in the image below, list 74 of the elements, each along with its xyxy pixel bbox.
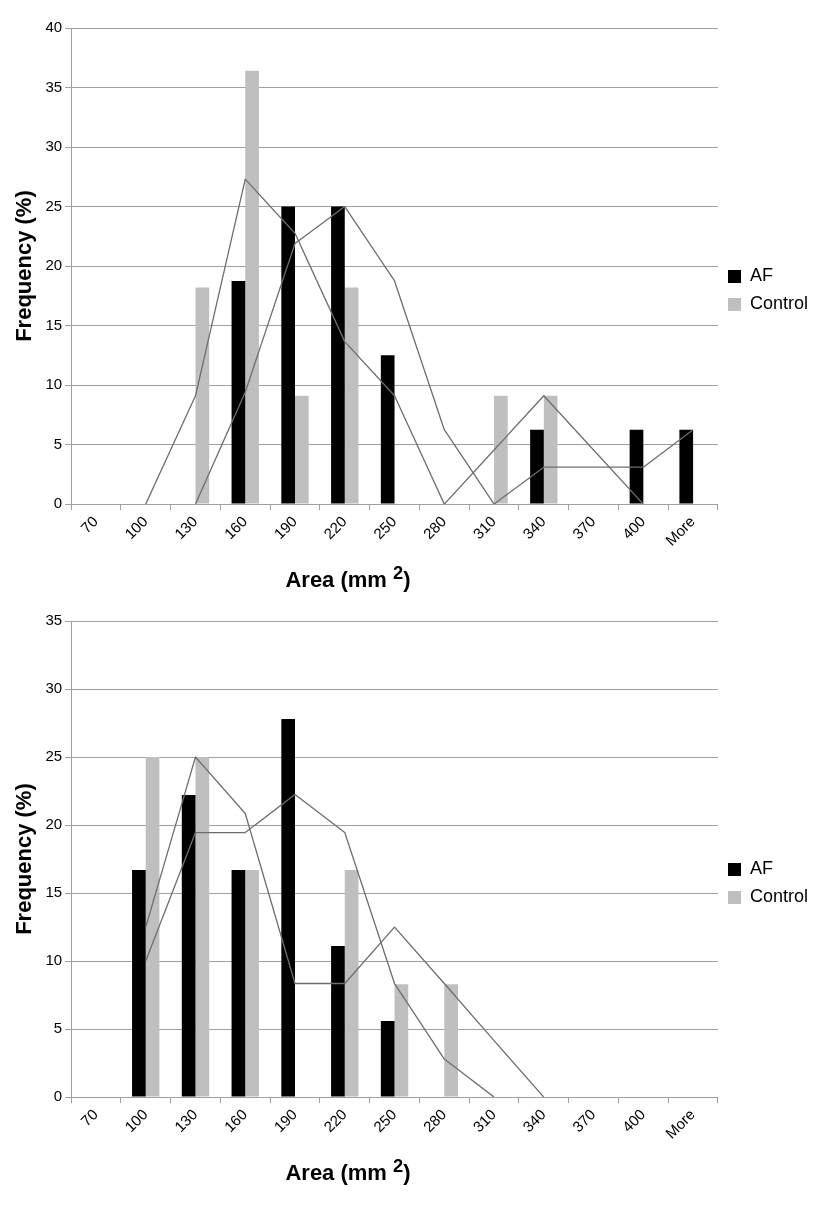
bar [380, 1020, 395, 1097]
bar [331, 206, 345, 504]
x-axis-title: Area (mm $^{2}$) [284, 1154, 412, 1188]
bar [195, 287, 210, 504]
y-tick-label: 35 [45, 611, 63, 629]
x-tick-label: 310 [469, 512, 500, 543]
bar [629, 429, 644, 504]
x-tick-label: 190 [270, 512, 301, 543]
bar [281, 718, 296, 1097]
x-tick-label: 100 [121, 1105, 151, 1136]
x-tick-label: 280 [419, 1105, 450, 1136]
bar [331, 946, 345, 1097]
x-axis-title: Area (mm $^{2}$) [284, 561, 412, 595]
bar [543, 395, 558, 504]
bar [530, 429, 544, 504]
x-tick-label: 280 [419, 512, 450, 543]
bar [231, 280, 246, 504]
x-tick-label: 220 [320, 1105, 350, 1136]
y-tick-label: 20 [45, 256, 63, 274]
y-tick-label: 30 [45, 137, 63, 155]
bar [181, 795, 196, 1097]
y-tick-label: 20 [45, 815, 63, 833]
y-tick-label: 40 [45, 18, 63, 36]
y-tick-label: 10 [45, 375, 63, 393]
y-tick-label: 25 [45, 196, 63, 214]
bar [195, 757, 210, 1097]
bar [132, 869, 146, 1097]
bar [231, 869, 246, 1097]
x-tick-label: 70 [77, 512, 102, 537]
x-tick-label: 130 [170, 1105, 201, 1136]
x-tick-label: 250 [369, 512, 400, 543]
legend-label: AF [749, 265, 773, 286]
x-tick-label: 160 [220, 1105, 251, 1136]
x-tick-label: 190 [270, 1105, 301, 1136]
x-tick-label: 370 [568, 512, 599, 543]
bar [679, 429, 694, 504]
bar [145, 757, 160, 1097]
legend-label: Control [749, 293, 809, 314]
x-tick-label: 70 [77, 1105, 102, 1130]
bar [245, 70, 259, 504]
y-tick-label: 0 [53, 1087, 63, 1105]
bar [295, 395, 309, 504]
x-tick-label: 370 [568, 1105, 599, 1136]
y-tick-label: 35 [45, 77, 63, 95]
legend-label: Control [749, 886, 809, 907]
x-tick-label: 160 [220, 512, 251, 543]
bar [245, 869, 259, 1097]
y-tick-label: 15 [45, 883, 63, 901]
y-tick-label: 15 [45, 315, 63, 333]
bar [394, 984, 409, 1097]
x-tick-label: 340 [519, 512, 549, 543]
y-tick-label: 0 [53, 494, 63, 512]
bar [281, 206, 296, 504]
bar [344, 869, 359, 1097]
y-tick-label: 30 [45, 679, 63, 697]
x-tick-label: 220 [320, 512, 350, 543]
x-tick-label: 250 [369, 1105, 400, 1136]
y-tick-label: 25 [45, 747, 63, 765]
x-tick-label: 100 [121, 512, 151, 543]
y-tick-label: 10 [45, 951, 63, 969]
bar [494, 395, 508, 504]
bar [380, 355, 395, 504]
y-tick-label: 5 [53, 1019, 63, 1037]
x-tick-label: 340 [519, 1105, 549, 1136]
x-tick-label: 400 [618, 1105, 649, 1136]
x-tick-label: 400 [618, 512, 649, 543]
x-tick-label: 310 [469, 1105, 500, 1136]
bar [444, 984, 458, 1097]
x-tick-label: 130 [170, 512, 201, 543]
y-axis-title: Frequency (%) [11, 190, 37, 342]
legend-label: AF [749, 858, 773, 879]
bar [344, 287, 359, 504]
y-axis-title: Frequency (%) [11, 783, 37, 935]
y-tick-label: 5 [53, 434, 63, 452]
